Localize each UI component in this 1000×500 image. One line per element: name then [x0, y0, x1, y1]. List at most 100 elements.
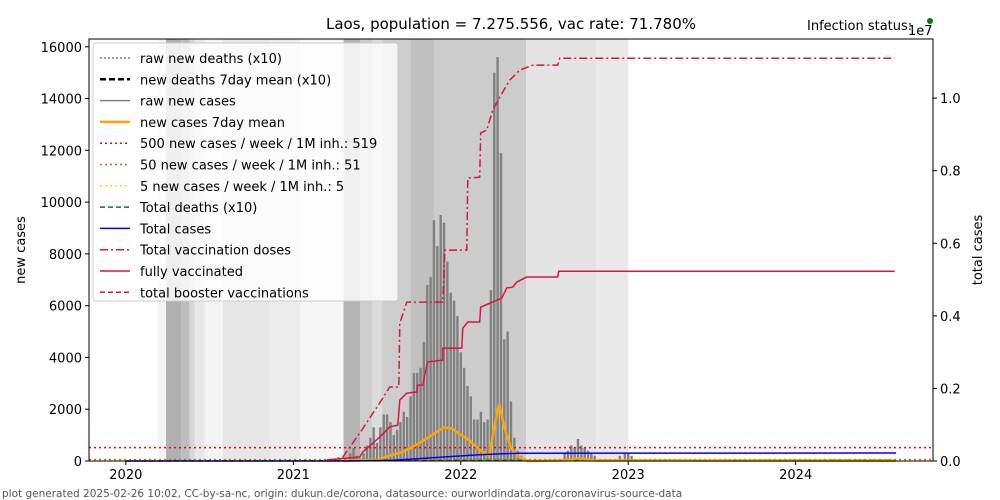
new-cases-bar	[409, 396, 412, 461]
new-cases-bar	[402, 411, 406, 461]
new-cases-bar	[476, 419, 479, 461]
new-cases-bar	[459, 352, 462, 461]
new-cases-bar	[499, 152, 503, 461]
background-band	[596, 39, 629, 461]
y-tick-label: 10000	[41, 196, 82, 211]
legend-box	[92, 42, 399, 302]
legend-label: 500 new cases / week / 1M inh.: 519	[140, 137, 377, 152]
y-tick-label: 6000	[49, 300, 82, 315]
new-cases-bar	[466, 385, 469, 461]
new-cases-bar	[439, 215, 442, 461]
y-right-tick-label: 0.6	[940, 237, 961, 252]
new-cases-bar	[566, 450, 570, 461]
new-cases-bar	[449, 292, 452, 461]
new-cases-bar	[372, 427, 375, 461]
raw-new-cases-bars	[349, 57, 633, 462]
new-cases-bar	[489, 290, 493, 461]
legend: raw new deaths (x10) new deaths 7day mean…	[92, 42, 399, 302]
footer-credit: plot generated 2025-02-26 10:02, CC-by-s…	[2, 488, 682, 500]
new-cases-bar	[583, 448, 586, 461]
legend-label: new deaths 7day mean (x10)	[140, 73, 331, 88]
y-tick-label: 12000	[41, 144, 82, 159]
y-tick-label: 0	[74, 455, 82, 470]
y-tick-label: 8000	[49, 248, 82, 263]
new-cases-bar	[355, 455, 359, 461]
new-cases-bar	[496, 57, 499, 461]
total-vaccination-doses-line	[326, 57, 895, 462]
right-axis-scale-label: 1e7	[908, 24, 933, 39]
new-cases-bar	[627, 453, 630, 461]
new-cases-bar	[432, 220, 436, 461]
new-cases-bar	[472, 419, 476, 461]
y-axis-right-label: total cases	[971, 215, 986, 286]
x-tick-label: 2024	[779, 468, 812, 483]
new-cases-bar	[369, 437, 372, 461]
new-cases-bar	[395, 429, 399, 461]
legend-label: 5 new cases / week / 1M inh.: 5	[140, 180, 344, 195]
x-tick-label: 2020	[109, 468, 142, 483]
new-cases-bar	[446, 261, 449, 461]
chart-title: Laos, population = 7.275.556, vac rate: …	[326, 15, 696, 33]
legend-label: Total deaths (x10)	[139, 201, 257, 216]
new-cases-bar	[352, 448, 355, 461]
new-cases-bar	[623, 453, 627, 461]
legend-label: total booster vaccinations	[140, 286, 309, 301]
y-right-tick-label: 1.0	[940, 92, 961, 107]
legend-label: raw new deaths (x10)	[140, 52, 282, 67]
y-right-tick-label: 0.4	[940, 310, 961, 325]
legend-label: raw new cases	[140, 95, 236, 110]
new-cases-bar	[563, 453, 566, 461]
y-tick-label: 14000	[41, 93, 82, 108]
new-cases-bar	[385, 414, 389, 461]
new-cases-bar	[379, 427, 382, 461]
new-cases-bar	[630, 455, 633, 461]
new-cases-bar	[426, 284, 429, 461]
new-cases-bar	[469, 396, 473, 461]
x-tick-label: 2022	[444, 468, 477, 483]
new-cases-bar	[618, 455, 622, 461]
new-cases-bar	[416, 372, 419, 461]
new-cases-bar	[362, 453, 365, 461]
legend-label: Total vaccination doses	[139, 244, 291, 259]
new-cases-bar	[365, 445, 369, 461]
new-cases-bar	[493, 72, 496, 462]
new-cases-bar	[506, 331, 509, 461]
new-cases-bar	[483, 422, 486, 461]
new-cases-bar	[422, 341, 426, 461]
y-axis-label: new cases	[14, 216, 29, 284]
legend-label: 50 new cases / week / 1M inh.: 51	[140, 159, 361, 174]
x-tick-label: 2023	[612, 468, 645, 483]
new-cases-bar	[382, 414, 385, 461]
legend-label: new cases 7day mean	[140, 116, 285, 131]
y-right-tick-label: 0.2	[940, 382, 961, 397]
new-cases-bar	[412, 372, 416, 461]
new-cases-bar	[456, 316, 459, 461]
new-cases-bar	[389, 422, 392, 461]
new-cases-bar	[452, 300, 456, 461]
new-cases-bar	[576, 438, 580, 461]
x-tick-label: 2021	[277, 468, 310, 483]
background-band	[526, 39, 597, 461]
new-cases-bar	[503, 339, 506, 461]
new-cases-bar	[513, 437, 516, 461]
new-cases-bar	[479, 411, 483, 461]
new-cases-bar	[573, 448, 576, 461]
axes: 2020 2021 2022 2023 2024 0 2000 4000 6000 8000 100…	[41, 41, 961, 483]
new-cases-bar	[486, 419, 489, 461]
y-tick-label: 16000	[41, 41, 82, 56]
infection-status-dot	[927, 18, 933, 24]
y-tick-label: 4000	[49, 351, 82, 366]
new-cases-bar	[442, 222, 446, 461]
legend-label: fully vaccinated	[140, 265, 243, 280]
new-cases-bar	[375, 442, 379, 461]
new-cases-bar	[462, 367, 466, 461]
new-cases-bar	[399, 422, 402, 461]
y-right-tick-label: 0.8	[940, 165, 961, 180]
new-cases-bar	[392, 435, 395, 461]
new-cases-bar	[405, 416, 409, 461]
new-cases-bar	[590, 453, 593, 461]
new-cases-bar	[586, 450, 590, 461]
infection-status-label: Infection status:	[807, 19, 912, 34]
new-cases-bar	[419, 367, 422, 461]
new-cases-bar	[429, 277, 432, 461]
